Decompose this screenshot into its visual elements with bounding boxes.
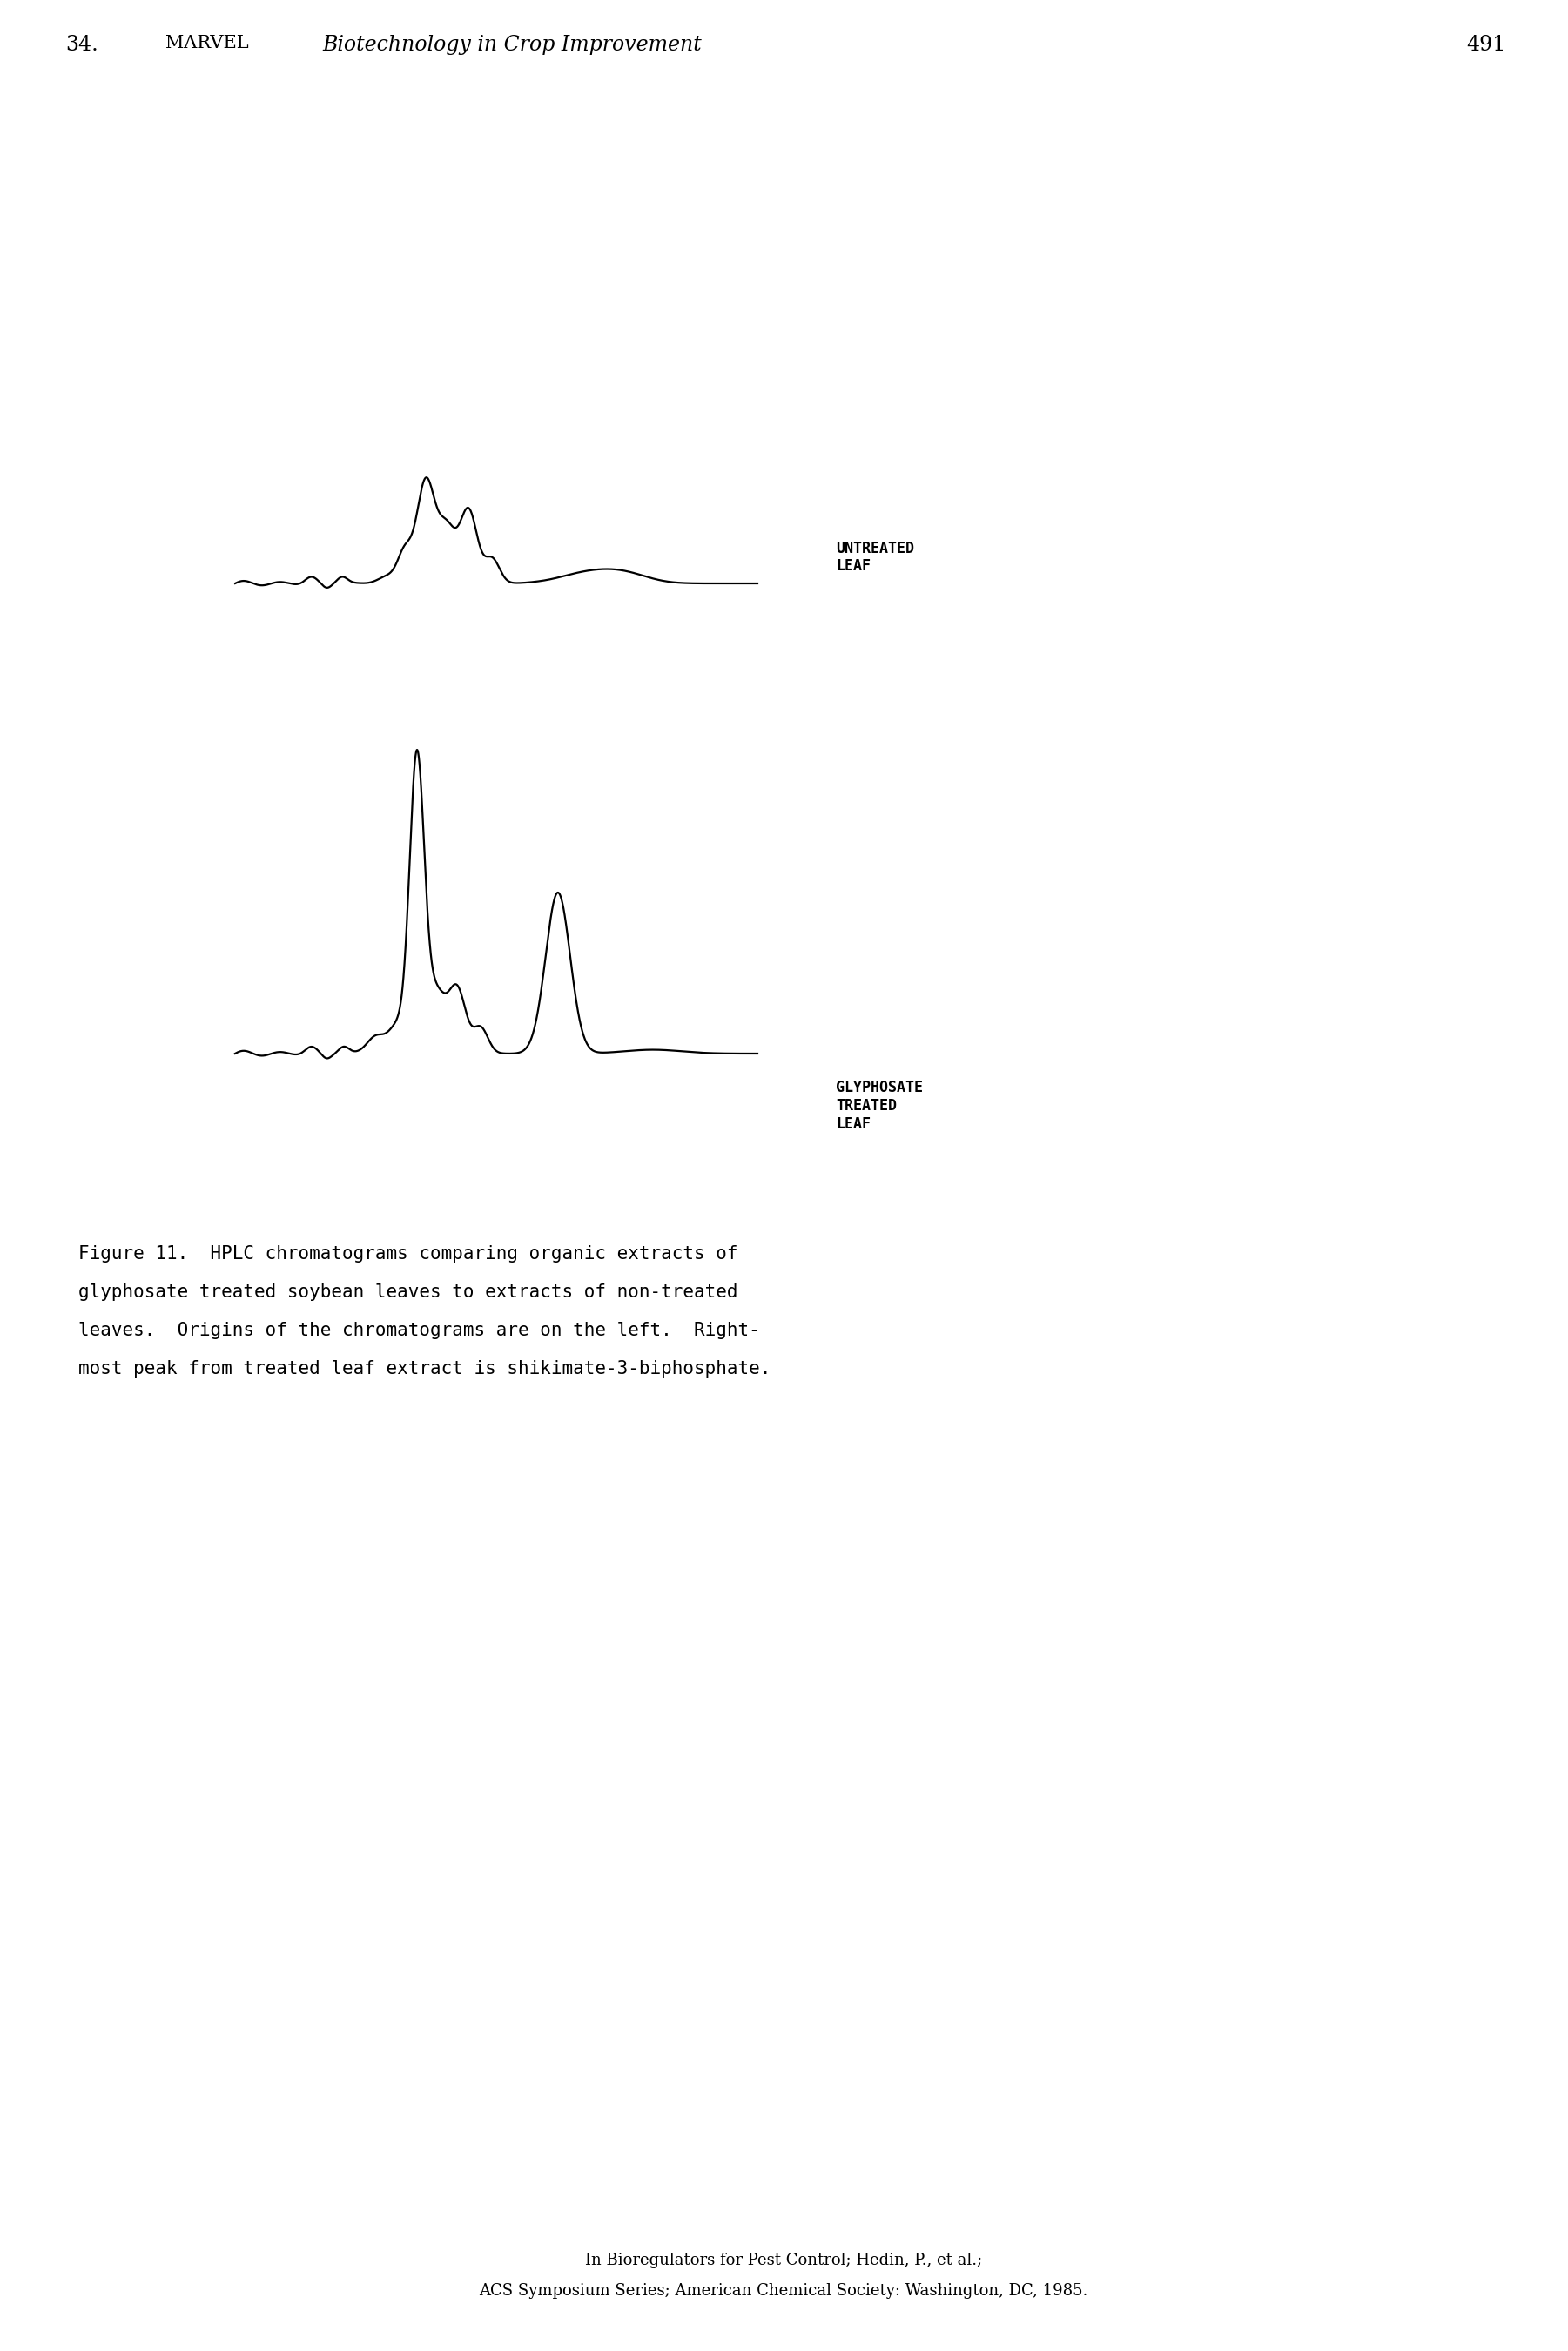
Text: 491: 491 (1466, 35, 1507, 54)
Text: ACS Symposium Series; American Chemical Society: Washington, DC, 1985.: ACS Symposium Series; American Chemical … (480, 2283, 1088, 2299)
Text: 34.: 34. (66, 35, 99, 54)
Text: leaves.  Origins of the chromatograms are on the left.  Right-: leaves. Origins of the chromatograms are… (78, 1321, 760, 1340)
Text: Biotechnology in Crop Improvement: Biotechnology in Crop Improvement (321, 35, 701, 54)
Text: Figure 11.  HPLC chromatograms comparing organic extracts of: Figure 11. HPLC chromatograms comparing … (78, 1246, 739, 1262)
Text: MARVEL: MARVEL (165, 35, 249, 52)
Text: In Bioregulators for Pest Control; Hedin, P., et al.;: In Bioregulators for Pest Control; Hedin… (585, 2252, 982, 2269)
Text: glyphosate treated soybean leaves to extracts of non-treated: glyphosate treated soybean leaves to ext… (78, 1284, 739, 1300)
Text: UNTREATED
LEAF: UNTREATED LEAF (836, 541, 914, 574)
Text: GLYPHOSATE
TREATED
LEAF: GLYPHOSATE TREATED LEAF (836, 1079, 924, 1131)
Text: most peak from treated leaf extract is shikimate-3-biphosphate.: most peak from treated leaf extract is s… (78, 1361, 771, 1378)
